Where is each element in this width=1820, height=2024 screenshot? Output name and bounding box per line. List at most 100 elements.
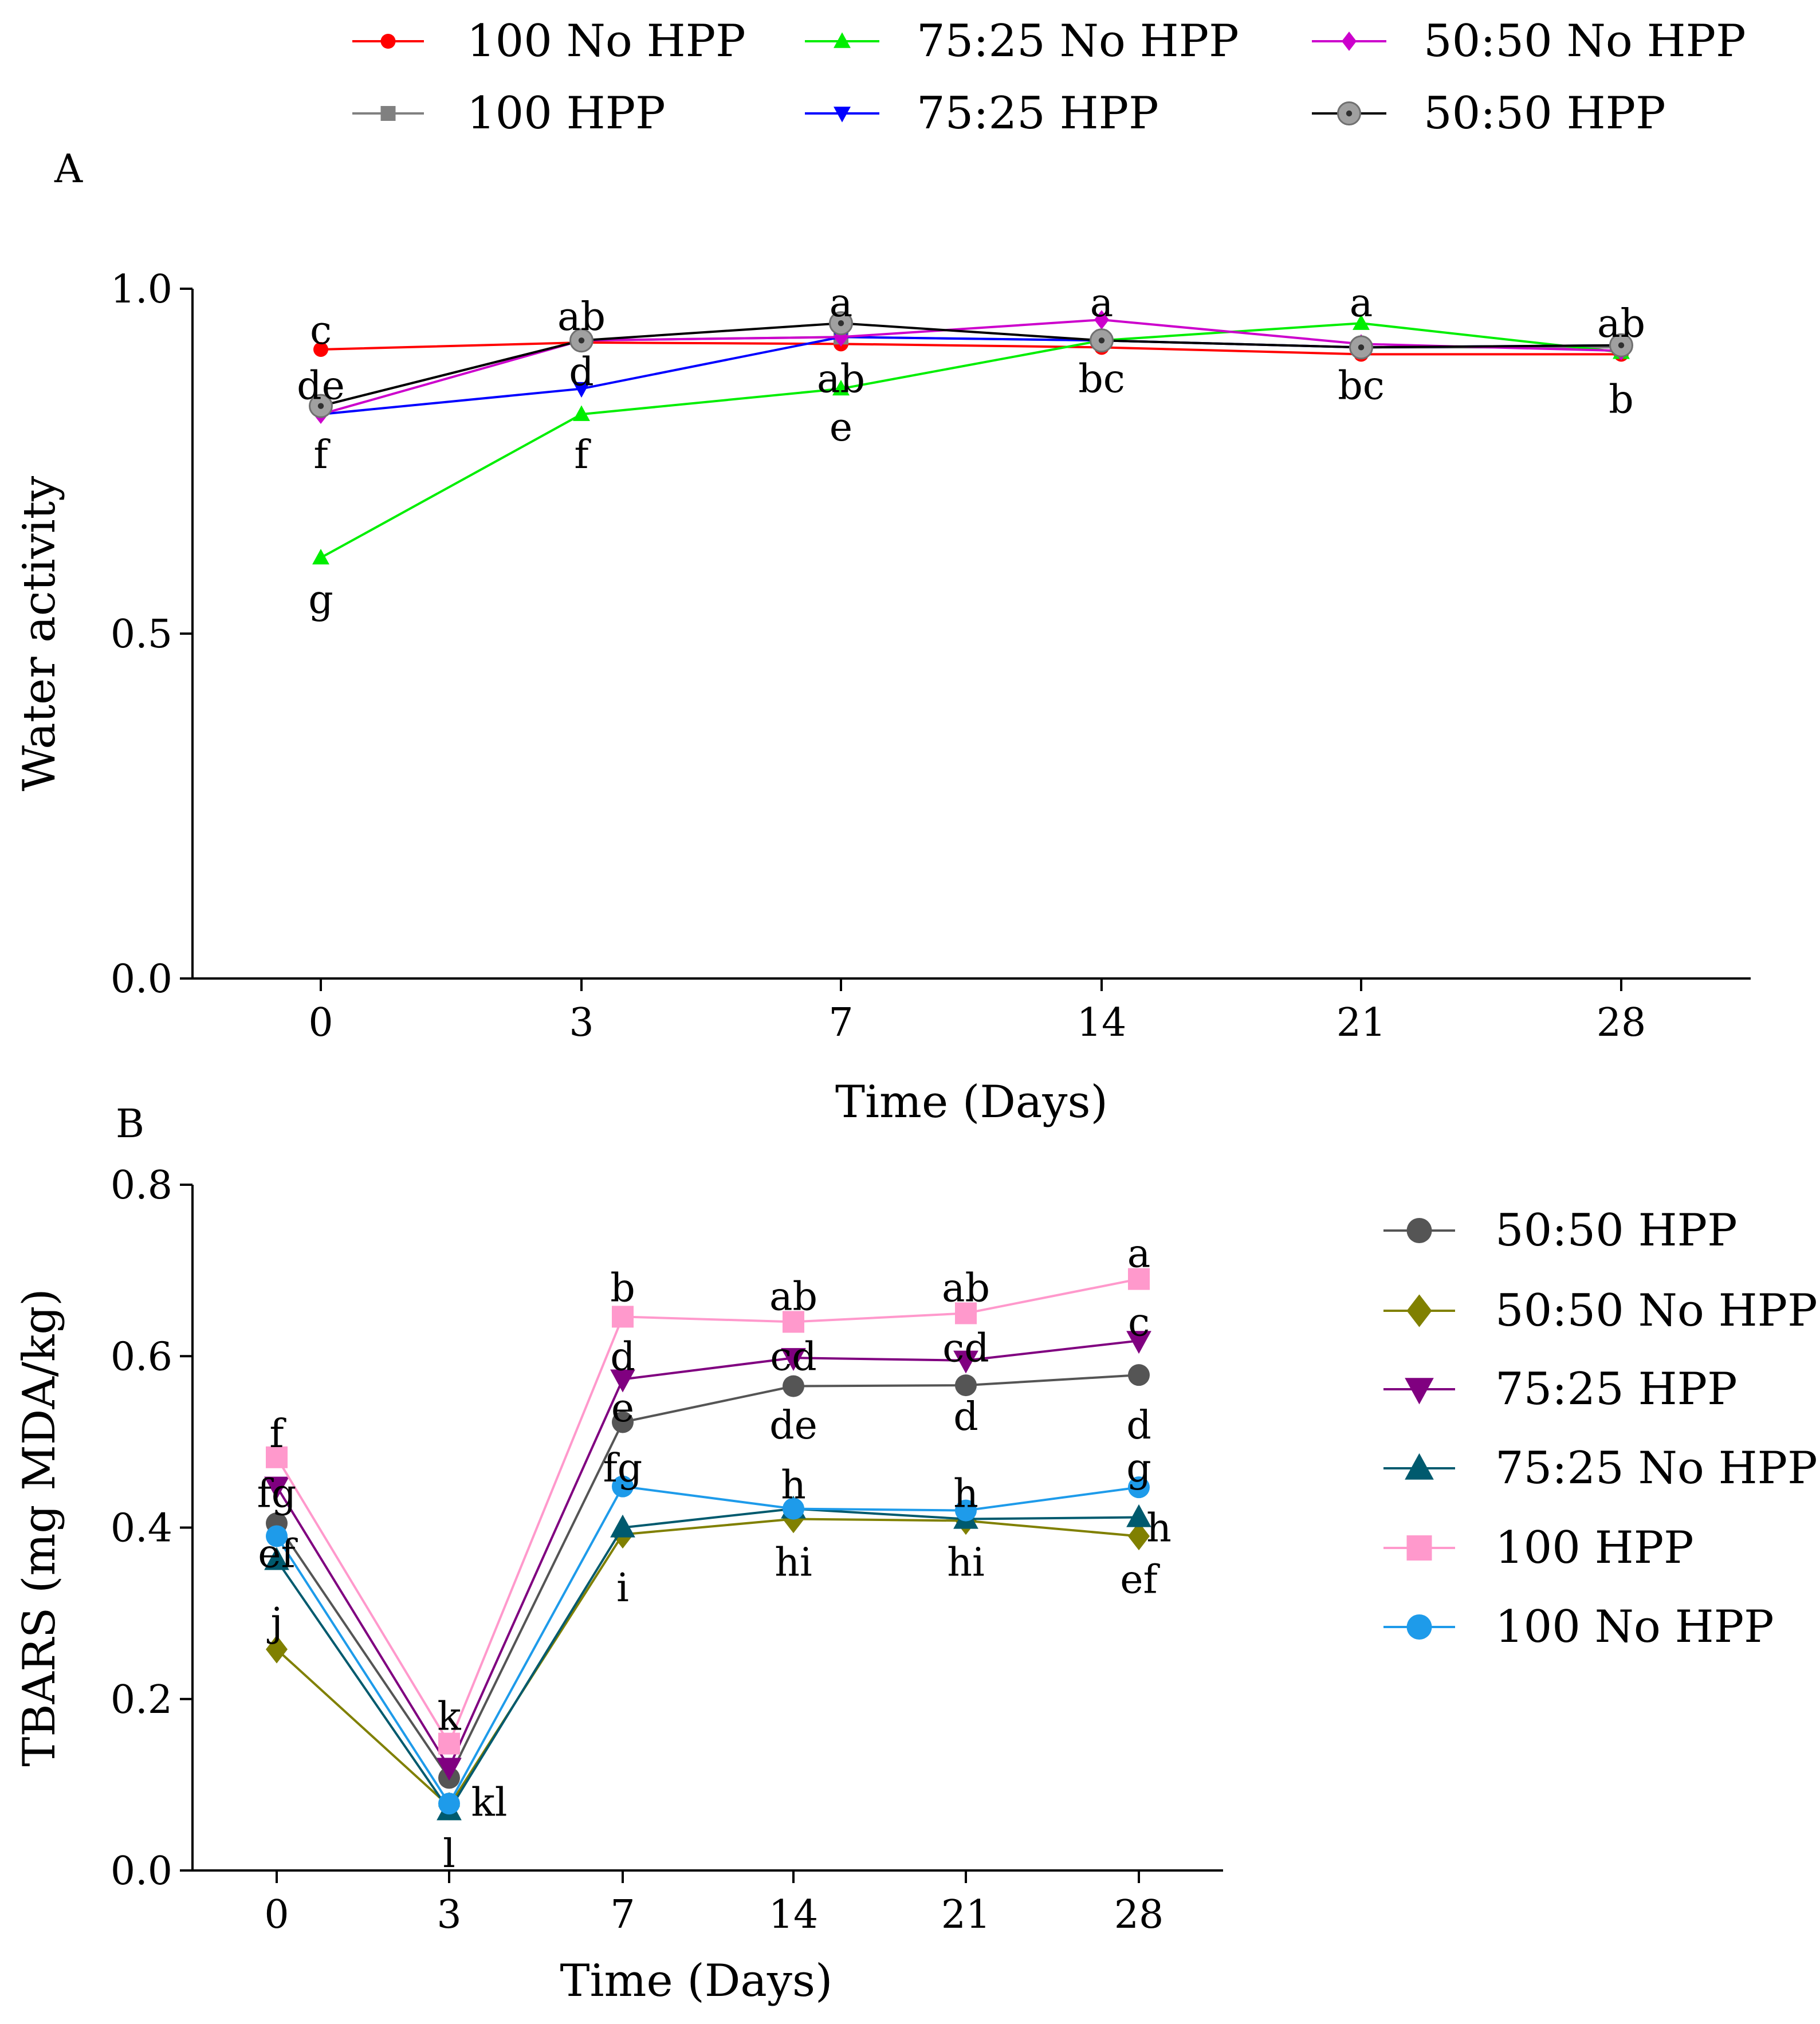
panel-a-legend: 100 No HPP 100 HPP 75:25 No HPP 75:25 HPP 50…: [352, 15, 1746, 139]
data-point: [313, 341, 328, 357]
data-point: [1128, 1522, 1150, 1551]
panel-a-xtick-label: 7: [828, 1000, 853, 1046]
data-point: [1128, 1476, 1150, 1499]
panel-b-y-axis-title: TBARS (mg MDA/kg): [14, 1288, 65, 1766]
legend-marker: [380, 34, 396, 49]
panel-b-series-100-hpp: [266, 1268, 1150, 1755]
series-line: [276, 1339, 1139, 1770]
legend-marker: [1406, 1294, 1432, 1327]
panel-b-xtick-label: 14: [769, 1892, 819, 1937]
series-line: [320, 319, 1622, 416]
panel-a-significance-letter: f: [574, 433, 591, 478]
panel-b-significance-letter: ab: [769, 1275, 817, 1320]
panel-a-y-axis-title: Water activity: [14, 476, 65, 791]
legend-label: 75:25 No HPP: [1495, 1443, 1818, 1494]
panel-a-ytick-label: 0.5: [111, 612, 172, 657]
legend-item: 100 HPP: [1383, 1522, 1694, 1574]
legend-item: 75:25 HPP: [1383, 1363, 1738, 1415]
panel-a-significance-letter: a: [1090, 281, 1114, 326]
data-point: [783, 1375, 804, 1397]
legend-marker: [834, 32, 851, 48]
data-point: [612, 1411, 634, 1433]
panel-a-significance-letter: a: [830, 281, 853, 326]
series-line: [276, 1278, 1139, 1747]
data-point-center: [1358, 344, 1365, 351]
data-point: [783, 1311, 804, 1333]
data-point-center: [317, 403, 324, 409]
data-point-center: [1098, 337, 1105, 344]
legend-marker: [1406, 1218, 1432, 1243]
panel-b-series-75-25-no-hpp: [264, 1495, 1151, 1821]
panel-b-significance-letter: c: [1128, 1300, 1150, 1345]
legend-label: 50:50 HPP: [1424, 88, 1666, 139]
series-line: [320, 341, 1621, 356]
data-point: [1353, 314, 1370, 330]
panel-a-xtick-label: 21: [1336, 1000, 1386, 1046]
data-point: [266, 1635, 288, 1664]
series-line: [276, 1518, 1139, 1808]
panel-b-ytick-label: 0.0: [111, 1849, 172, 1894]
panel-b-x-axis-title: Time (Days): [560, 1955, 833, 2007]
series-line: [276, 1485, 1139, 1806]
data-point: [437, 1758, 462, 1781]
legend-marker: [1406, 1614, 1432, 1640]
panel-a-significance-letter: g: [308, 577, 333, 623]
panel-b-xtick-label: 28: [1114, 1892, 1164, 1937]
plots-layer: A 0.0 0.5 1.0 0 3 7 14 21 28 Time (Days) Water acti…: [14, 15, 1818, 2007]
panel-b-ytick-label: 0.6: [111, 1334, 172, 1380]
panel-b-significance-letter: h: [781, 1463, 806, 1508]
panel-b-xtick-label: 3: [437, 1892, 461, 1937]
panel-b-label: B: [116, 1102, 144, 1147]
data-point: [610, 1514, 635, 1538]
panel-b-significance-letter: e: [611, 1386, 634, 1431]
legend-label: 75:25 No HPP: [917, 15, 1239, 67]
series-line: [320, 322, 1622, 407]
panel-b-significance-letter: de: [769, 1403, 817, 1448]
panel-b-xtick-label: 7: [610, 1892, 635, 1937]
panel-a-significance-letter: b: [1609, 378, 1634, 423]
panel-b-xtick-label: 21: [941, 1892, 991, 1937]
panel-a-significance-letter: a: [1350, 281, 1373, 326]
data-point: [438, 1793, 460, 1815]
series-line: [320, 322, 1622, 559]
data-point: [781, 1348, 806, 1371]
data-point: [1128, 1364, 1150, 1386]
data-point: [1094, 310, 1109, 330]
panel-b-significance-letter: l: [443, 1832, 455, 1877]
legend-item: 75:25 HPP: [805, 88, 1159, 139]
legend-label: 100 HPP: [1495, 1522, 1694, 1574]
panel-a-significance-letter: c: [310, 308, 332, 353]
panel-b-significance-letter: d: [1126, 1403, 1151, 1448]
legend-label: 50:50 HPP: [1495, 1205, 1738, 1256]
panel-a-xtick-label: 14: [1077, 1000, 1127, 1046]
legend-marker: [1405, 1453, 1434, 1480]
legend-marker: [380, 106, 396, 121]
panel-a-significance-letter: f: [313, 433, 331, 478]
data-point-center: [1618, 342, 1625, 348]
panel-b-significance-letter: h: [1146, 1506, 1172, 1551]
legend-item: 50:50 No HPP: [1383, 1285, 1818, 1337]
panel-b-significance-letter: hi: [947, 1540, 985, 1585]
data-point: [573, 382, 590, 398]
legend-marker: [1406, 1535, 1432, 1561]
data-point: [264, 1476, 289, 1500]
legend-label: 100 No HPP: [467, 15, 746, 67]
panel-a: A 0.0 0.5 1.0 0 3 7 14 21 28 Time (Days) Water acti…: [14, 15, 1751, 1128]
panel-b-ytick-label: 0.4: [111, 1506, 172, 1551]
data-point: [266, 1525, 288, 1547]
panel-a-significance-letter: ab: [1597, 301, 1645, 347]
legend-item: 75:25 No HPP: [805, 15, 1239, 67]
panel-a-significance-letter: ab: [557, 294, 606, 340]
legend-item: 75:25 No HPP: [1383, 1443, 1818, 1494]
data-point: [832, 379, 850, 396]
legend-item: 50:50 No HPP: [1312, 15, 1746, 67]
data-point: [612, 1475, 634, 1498]
panel-b-significance-letter: f: [269, 1412, 286, 1457]
legend-item: 100 No HPP: [352, 15, 746, 67]
panel-b-significance-letter: kl: [471, 1780, 508, 1825]
panel-a-significance-letter: ab: [817, 357, 865, 402]
panel-a-xtick-label: 3: [569, 1000, 593, 1046]
data-point-center: [838, 320, 844, 327]
panel-b-significance-letter: b: [610, 1266, 635, 1311]
